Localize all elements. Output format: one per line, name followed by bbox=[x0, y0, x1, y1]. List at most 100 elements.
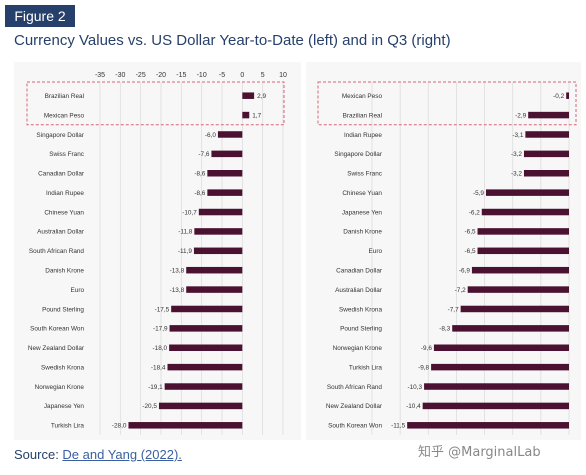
bar bbox=[217, 131, 243, 138]
category-label: Brazilian Real bbox=[45, 93, 84, 100]
value-label: -13,8 bbox=[170, 267, 185, 274]
x-tick-label: -25 bbox=[136, 72, 146, 79]
value-label: -0,2 bbox=[553, 93, 564, 100]
x-tick-label: 0 bbox=[240, 72, 244, 79]
category-label: South Korean Won bbox=[328, 423, 382, 430]
x-tick-label: -5 bbox=[219, 72, 225, 79]
bar bbox=[186, 286, 243, 293]
category-label: Mexican Peso bbox=[44, 112, 85, 119]
x-tick-label: -10 bbox=[197, 72, 207, 79]
bar bbox=[193, 247, 243, 255]
value-label: -6,0 bbox=[205, 132, 216, 139]
watermark: 知乎 @MarginalLab bbox=[418, 445, 541, 460]
category-label: Chinese Yuan bbox=[342, 190, 382, 197]
value-label: -3,2 bbox=[511, 151, 522, 158]
value-label: -5,9 bbox=[473, 190, 484, 197]
source-note: Source: De and Yang (2022). bbox=[14, 447, 182, 462]
bar bbox=[433, 344, 569, 351]
value-label: -8,6 bbox=[194, 171, 205, 178]
category-label: Euro bbox=[369, 248, 383, 255]
bar bbox=[523, 170, 569, 177]
category-label: Swiss Franc bbox=[49, 151, 85, 158]
value-label: -19,1 bbox=[148, 384, 163, 391]
value-label: -9,8 bbox=[418, 364, 429, 371]
value-label: -13,8 bbox=[170, 287, 185, 294]
value-label: -10,7 bbox=[182, 209, 197, 216]
bar bbox=[169, 344, 243, 351]
x-tick-label: 10 bbox=[279, 72, 287, 79]
category-label: Singapore Dollar bbox=[334, 151, 382, 158]
value-label: -8,6 bbox=[194, 190, 205, 197]
bar bbox=[198, 208, 243, 216]
bar bbox=[158, 402, 243, 410]
x-tick-label: -15 bbox=[176, 72, 186, 79]
bar bbox=[431, 363, 569, 371]
bar bbox=[460, 305, 569, 313]
bar bbox=[566, 92, 569, 99]
value-label: -11,5 bbox=[391, 423, 406, 430]
category-label: Euro bbox=[71, 287, 85, 294]
category-label: South African Rand bbox=[29, 248, 85, 255]
category-label: Canadian Dollar bbox=[336, 267, 383, 274]
x-tick-label: -20 bbox=[156, 72, 166, 79]
ytd-bar-chart: -35 -30 -25 -20 -15 -10 -5 0 5 10 Brazilian Real 2,… bbox=[26, 72, 287, 435]
category-label: Turkish Lira bbox=[51, 423, 85, 430]
value-label: -28,0 bbox=[112, 423, 127, 430]
bar bbox=[211, 150, 243, 158]
category-label: Danish Krone bbox=[343, 229, 382, 236]
value-label: -11,9 bbox=[178, 248, 193, 255]
bar bbox=[481, 208, 569, 216]
value-label: -3,2 bbox=[511, 171, 522, 178]
value-label: -17,5 bbox=[155, 306, 170, 313]
q3-chart-panel: Mexican Peso -0,2 Brazilian Real -2,9 Indian… bbox=[306, 62, 581, 440]
category-label: Canadian Dollar bbox=[38, 171, 85, 178]
category-label: South Korean Won bbox=[30, 326, 84, 333]
category-label: New Zealand Dollar bbox=[28, 345, 85, 352]
bar bbox=[422, 402, 569, 410]
value-label: -11,8 bbox=[178, 229, 193, 236]
value-label: -6,5 bbox=[465, 248, 476, 255]
value-label: 1,7 bbox=[252, 112, 261, 119]
category-label: Turkish Lira bbox=[349, 364, 383, 371]
category-label: Danish Krone bbox=[45, 267, 84, 274]
value-label: -3,1 bbox=[512, 132, 523, 139]
category-label: Swiss Franc bbox=[347, 171, 383, 178]
x-tick-label: -30 bbox=[115, 72, 125, 79]
x-tick-label: -35 bbox=[95, 72, 105, 79]
bar bbox=[477, 247, 569, 255]
bar bbox=[467, 286, 569, 293]
category-label: Australian Dollar bbox=[335, 287, 383, 294]
value-label: 2,9 bbox=[257, 93, 266, 100]
figure-title: Currency Values vs. US Dollar Year-to-Da… bbox=[14, 32, 451, 49]
bar bbox=[164, 383, 243, 390]
value-label: -6,2 bbox=[469, 209, 480, 216]
category-label: New Zealand Dollar bbox=[326, 403, 383, 410]
category-label: Australian Dollar bbox=[37, 229, 85, 236]
value-label: -7,7 bbox=[448, 306, 459, 313]
value-label: -18,0 bbox=[153, 345, 168, 352]
bar bbox=[471, 266, 569, 274]
bar bbox=[242, 111, 250, 119]
category-label: Swedish Krona bbox=[41, 364, 84, 371]
category-label: Norwegian Krone bbox=[333, 345, 383, 352]
value-label: -9,6 bbox=[421, 345, 432, 352]
category-label: Norwegian Krone bbox=[35, 384, 85, 391]
category-label: Brazilian Real bbox=[343, 112, 382, 119]
category-label: Pound Sterling bbox=[42, 306, 84, 313]
source-link[interactable]: De and Yang (2022). bbox=[62, 447, 182, 462]
value-label: -10,3 bbox=[407, 384, 422, 391]
category-label: Pound Sterling bbox=[340, 326, 382, 333]
value-label: -8,3 bbox=[439, 326, 450, 333]
bar bbox=[528, 111, 569, 119]
bar bbox=[167, 363, 243, 371]
x-tick-label: 5 bbox=[261, 72, 265, 79]
bar bbox=[207, 189, 243, 196]
category-label: Japanese Yen bbox=[342, 209, 383, 216]
bar bbox=[424, 383, 569, 390]
source-prefix: Source: bbox=[14, 447, 63, 462]
category-label: Singapore Dollar bbox=[36, 132, 84, 139]
value-label: -7,2 bbox=[455, 287, 466, 294]
category-label: Indian Rupee bbox=[344, 132, 382, 139]
bar bbox=[128, 422, 243, 429]
bar bbox=[525, 131, 569, 138]
